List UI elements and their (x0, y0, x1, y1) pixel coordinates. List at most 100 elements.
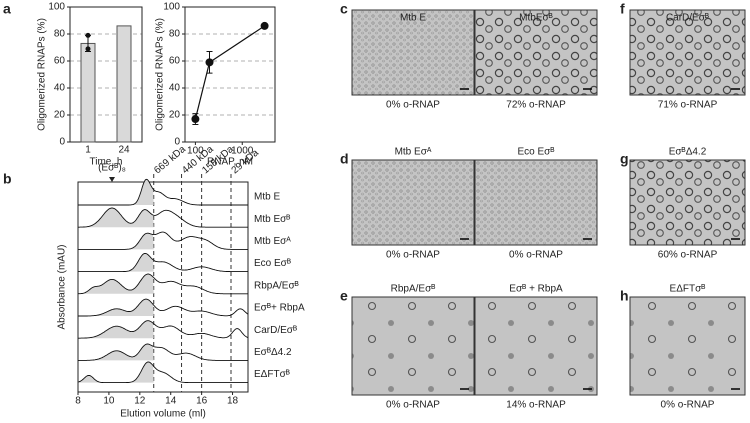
trace-label: CarD/Eσᴮ (254, 325, 297, 336)
y-tick-label: 100 (48, 2, 65, 13)
trace-label: Mtb Eσᴮ (254, 214, 290, 225)
x-axis-label: Elution volume (ml) (120, 409, 206, 420)
micrograph-texture (474, 296, 598, 396)
trace-label: EΔFTσᴮ (254, 369, 290, 380)
trace (78, 320, 249, 339)
y-tick-label: 20 (169, 110, 181, 121)
trace-fill (78, 253, 154, 272)
panel-label: e (340, 288, 348, 304)
micrograph-label: EΔFTσᴮ (670, 284, 706, 295)
plot-frame (69, 6, 143, 143)
data-point (191, 115, 200, 124)
plot-frame (77, 181, 249, 393)
micrograph-label: RbpA/Eσᴮ (391, 284, 436, 295)
trace (78, 178, 248, 206)
x-tick-label: 16 (196, 396, 208, 407)
micrograph-caption: 0% o-RNAP (386, 100, 440, 111)
micrograph-label: EσᴮΔ4.2 (669, 147, 707, 158)
micrograph-texture (629, 159, 746, 246)
x-tick-label: 10 (103, 396, 115, 407)
micrograph-label: Eco Eσᴮ (518, 147, 555, 158)
micrograph-caption: 60% o-RNAP (658, 250, 718, 261)
micrograph-texture (351, 9, 475, 96)
micrograph-texture (351, 159, 475, 246)
bar (116, 25, 132, 143)
y-axis-label: Oligomerized RNAPs (%) (37, 18, 48, 131)
trace (78, 252, 248, 273)
micrograph-texture (629, 9, 746, 96)
panel-label: c (340, 1, 348, 17)
micrograph-label: Eσᴮ + RbpA (509, 284, 563, 295)
trace-label: RbpA/Eσᴮ (254, 280, 299, 291)
y-tick-label: 40 (169, 83, 181, 94)
micrograph-caption: 0% o-RNAP (509, 250, 563, 261)
trace-fill (78, 344, 154, 361)
micrograph-caption: 0% o-RNAP (386, 400, 440, 411)
plot-frame (184, 6, 276, 143)
micrograph-label: Mtb E (400, 13, 426, 24)
x-tick-label: 14 (165, 396, 177, 407)
y-axis-label: Absorbance (mAU) (57, 244, 68, 329)
y-tick-label: 100 (163, 2, 180, 13)
trace (77, 361, 248, 384)
panel-label: a (3, 1, 11, 17)
bar (80, 42, 96, 143)
x-axis-label: Time, h (90, 157, 123, 168)
y-tick-label: 60 (169, 56, 181, 67)
x-tick-label: 18 (227, 396, 239, 407)
annotation: (Eσᴮ)₈ (98, 163, 126, 174)
trace-label: Mtb Eσᴬ (254, 236, 291, 247)
trace-label: Mtb E (254, 192, 280, 203)
trace-fill (78, 233, 154, 250)
trace-fill (78, 362, 154, 383)
y-tick-label: 80 (169, 29, 181, 40)
y-tick-label: 0 (59, 137, 65, 148)
micrograph-label: CarD/Eσᴮ (666, 13, 709, 24)
y-tick-label: 60 (54, 56, 66, 67)
micrograph-label: MtbEσᴮ (519, 13, 553, 24)
data-point (260, 21, 269, 30)
y-tick-label: 40 (54, 83, 66, 94)
panel-label: f (620, 1, 625, 17)
x-tick-label: 1000 (231, 146, 254, 157)
trace-fill (78, 274, 154, 294)
data-point (205, 58, 214, 67)
trace (78, 343, 248, 361)
annotation-arrow (109, 177, 115, 182)
x-axis-label: RNAP, nM (207, 157, 253, 168)
data-point (85, 32, 91, 38)
panel-label: g (620, 151, 629, 167)
micrograph-caption: 71% o-RNAP (658, 100, 718, 111)
micrograph-caption: 0% o-RNAP (386, 250, 440, 261)
micrograph-caption: 0% o-RNAP (661, 400, 715, 411)
x-tick-label: 100 (187, 146, 204, 157)
trace-fill (78, 320, 154, 339)
panel-label: h (620, 288, 629, 304)
micrograph-texture (474, 9, 598, 96)
trace-fill (78, 179, 154, 205)
panel-label: d (340, 151, 349, 167)
trace-label: Eσᴮ+ RbpA (254, 303, 305, 314)
trace-label: EσᴮΔ4.2 (254, 347, 292, 358)
x-tick-label: 8 (75, 396, 81, 407)
x-tick-label: 1 (85, 145, 91, 156)
x-tick-label: 12 (134, 396, 146, 407)
micrograph-texture (629, 296, 746, 396)
micrograph-label: Mtb Eσᴬ (395, 147, 432, 158)
data-point (85, 46, 91, 52)
y-tick-label: 20 (54, 110, 66, 121)
y-tick-label: 0 (174, 137, 180, 148)
y-axis-label: Oligomerized RNAPs (%) (155, 18, 166, 131)
micrograph-caption: 14% o-RNAP (506, 400, 566, 411)
trace-label: Eco Eσᴮ (254, 258, 291, 269)
trace (77, 273, 248, 295)
trace (78, 298, 249, 317)
y-tick-label: 80 (54, 29, 66, 40)
trace (78, 231, 248, 250)
micrograph-texture (351, 296, 475, 396)
panel-label: b (3, 171, 12, 187)
micrograph-texture (474, 159, 598, 246)
micrograph-caption: 72% o-RNAP (506, 100, 566, 111)
trace (78, 207, 248, 228)
